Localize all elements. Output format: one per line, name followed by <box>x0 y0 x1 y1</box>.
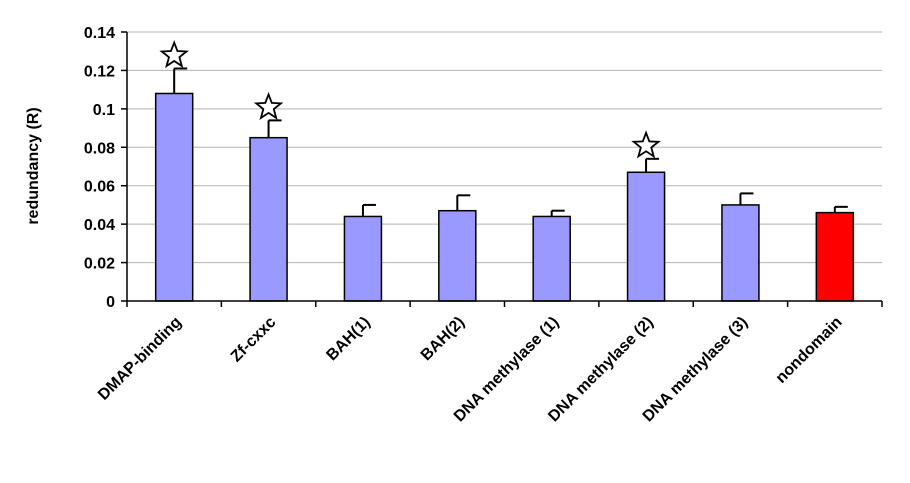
bar <box>815 211 855 302</box>
x-tick-labels: DMAP-binding Zf-cxxc BAH(1) BAH(2)DNA methy… <box>95 314 846 426</box>
star-icon <box>253 91 284 120</box>
y-tick-label: 0.04 <box>84 217 115 234</box>
x-tick-label: Zf-cxxc <box>228 314 280 366</box>
significance-stars <box>159 39 661 159</box>
x-tick-label: BAH(2) <box>418 314 468 364</box>
x-tick-label: DNA methylase (3) <box>640 314 752 426</box>
error-bars <box>173 67 848 217</box>
bars <box>154 92 855 302</box>
x-tick-label: nondomain <box>773 314 846 387</box>
bar <box>532 215 571 302</box>
star-icon <box>631 130 661 159</box>
y-tick-label: 0.12 <box>84 63 115 80</box>
y-tick-label: 0.06 <box>84 179 115 196</box>
x-tick-label: DNA methylase (2) <box>545 314 657 426</box>
bar <box>154 92 194 302</box>
gridlines <box>127 31 882 264</box>
y-tick-label: 0.08 <box>84 140 115 157</box>
x-tick-label: DMAP-binding <box>95 314 185 404</box>
x-tick-label: DNA methylase (1) <box>451 314 563 426</box>
bar <box>249 136 288 302</box>
bar <box>438 209 477 302</box>
bar <box>721 204 760 302</box>
y-tick-label: 0.1 <box>93 102 115 119</box>
y-tick-label: 0.14 <box>84 25 115 42</box>
y-tick-labels: 0 0.02 0.04 0.06 0.08 0.1 0.12 0.14 <box>84 25 127 311</box>
x-tick-label: BAH(1) <box>323 314 373 364</box>
y-tick-label: 0 <box>106 294 115 311</box>
bar <box>626 171 666 302</box>
y-axis-title: redundancy (R) <box>25 107 42 224</box>
axes <box>126 32 883 307</box>
bar <box>343 215 383 302</box>
y-tick-label: 0.02 <box>84 256 115 273</box>
star-icon <box>159 39 189 69</box>
